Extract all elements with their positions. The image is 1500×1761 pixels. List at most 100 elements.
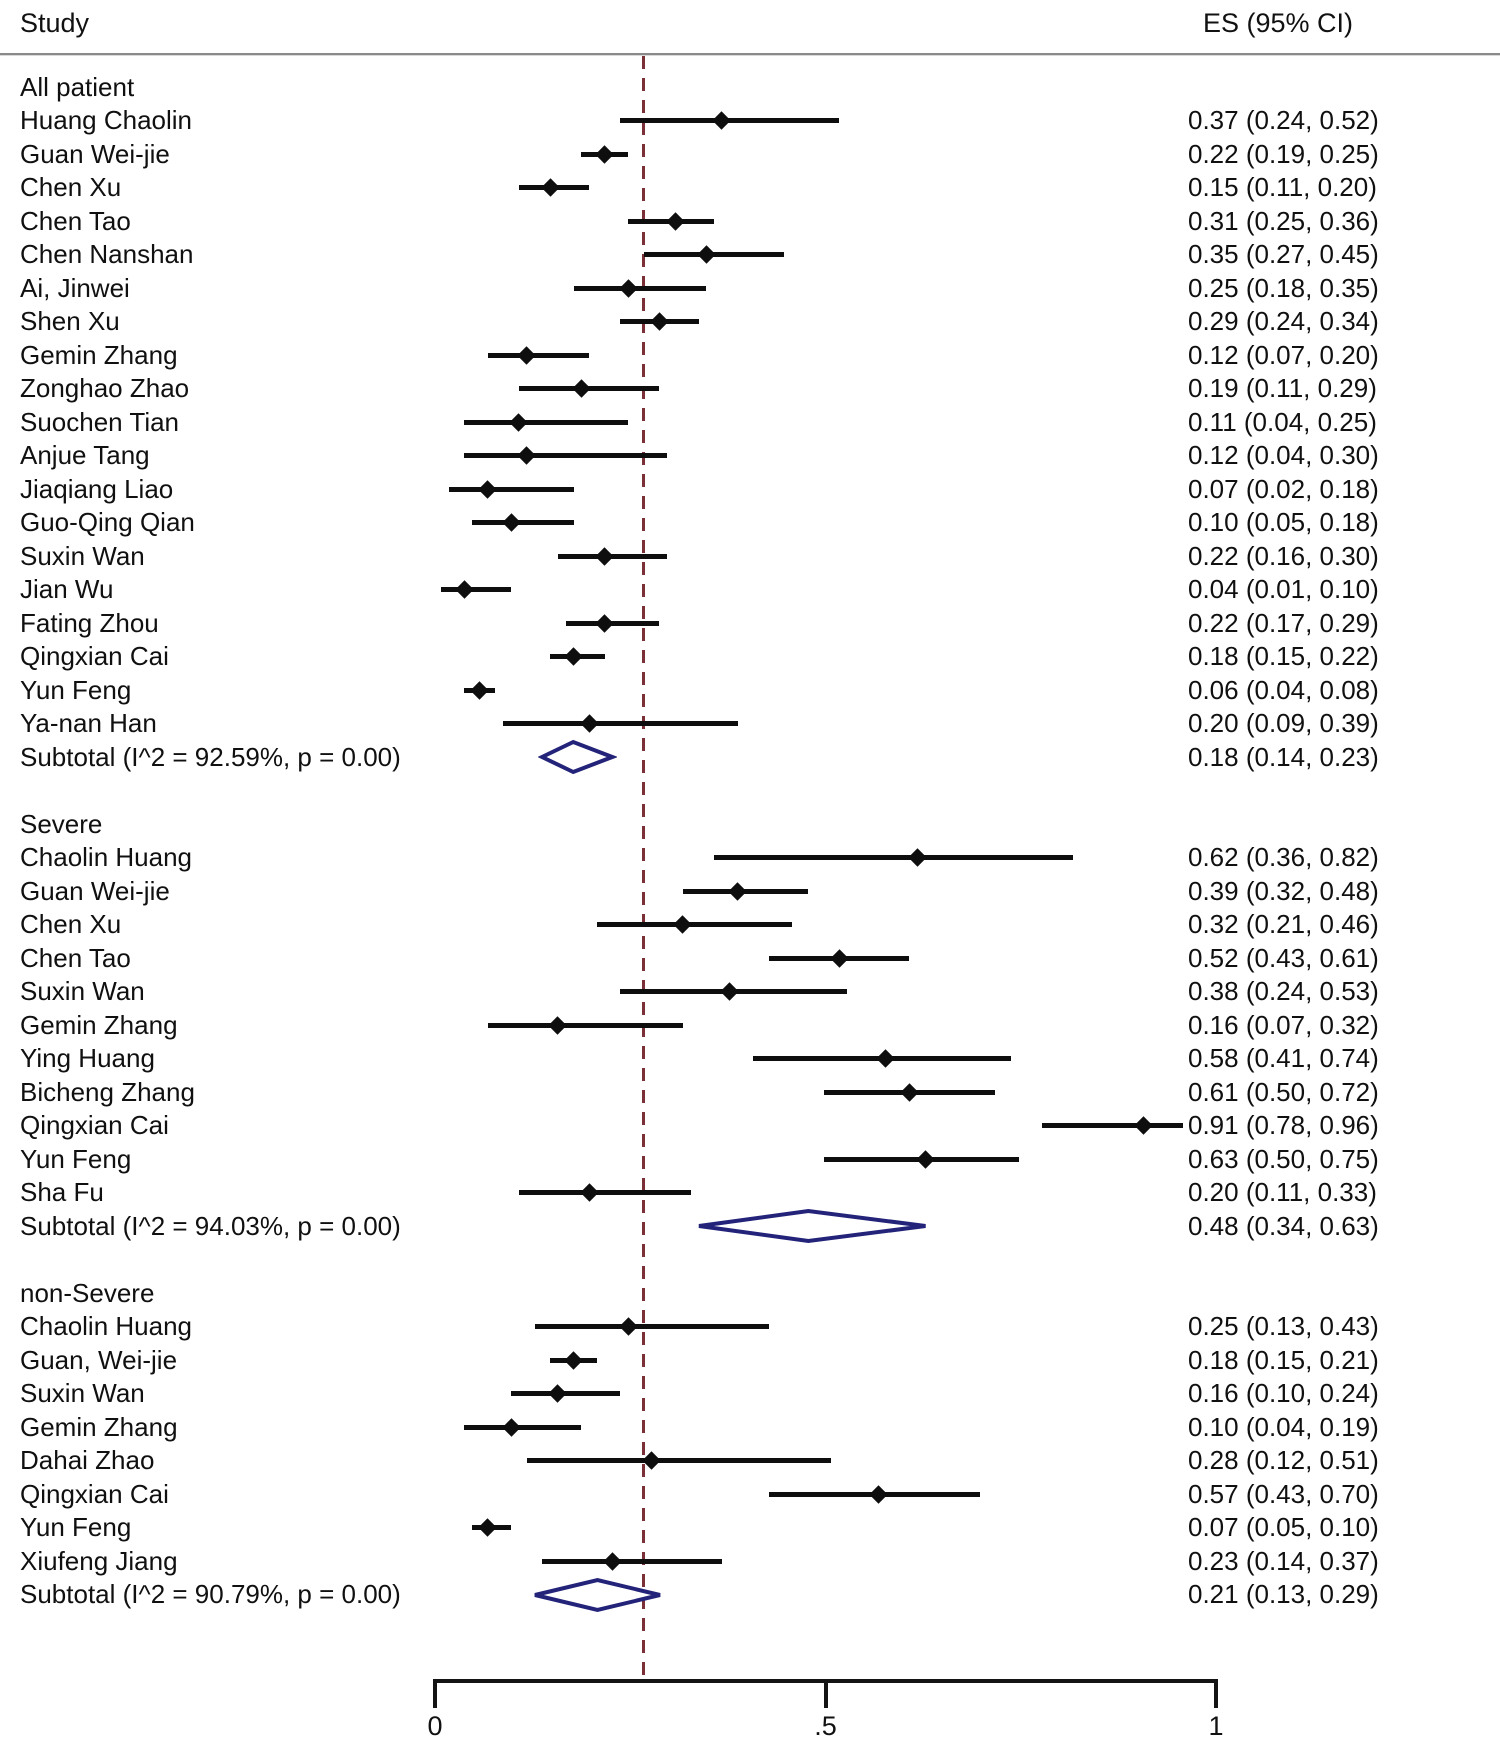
study-row: Guan, Wei-jie 0.18 (0.15, 0.21) [0,1343,1500,1377]
point-marker [1134,1116,1153,1135]
study-label: Guan Wei-jie [20,138,170,169]
es-value: 0.52 (0.43, 0.61) [1188,942,1379,973]
study-row: Anjue Tang 0.12 (0.04, 0.30) [0,439,1500,473]
point-marker [650,312,669,331]
study-row: Chen Tao 0.52 (0.43, 0.61) [0,941,1500,975]
es-value: 0.18 (0.15, 0.21) [1188,1344,1379,1375]
point-marker [697,245,716,264]
study-label: Gemin Zhang [20,1411,178,1442]
study-label: Qingxian Cai [20,1110,169,1140]
study-row: Xiufeng Jiang 0.23 (0.14, 0.37) [0,1544,1500,1578]
axis-tick [1214,1682,1218,1708]
point-marker [540,178,560,197]
es-value: 0.18 (0.14, 0.23) [1188,741,1379,772]
point-marker [517,345,536,365]
study-label: Xiufeng Jiang [20,1545,178,1576]
point-marker [579,1183,599,1202]
study-label: Huang Chaolin [20,105,193,135]
study-row: Ying Huang 0.58 (0.41, 0.74) [0,1042,1500,1076]
study-row: Guan Wei-jie 0.22 (0.19, 0.25) [0,137,1500,171]
subtotal-diamond [698,1208,926,1244]
es-value: 0.11 (0.04, 0.25) [1188,406,1377,437]
subtotal-label: Subtotal (I^2 = 94.03%, p = 0.00) [20,1210,401,1241]
study-row: Dahai Zhao 0.28 (0.12, 0.51) [0,1444,1500,1478]
reference-line [642,56,646,1679]
study-row: Chen Xu 0.32 (0.21, 0.46) [0,908,1500,942]
point-marker [455,580,474,599]
point-marker [908,848,927,867]
study-row: Yun Feng 0.63 (0.50, 0.75) [0,1142,1500,1176]
es-value: 0.16 (0.10, 0.24) [1188,1378,1379,1408]
subtotal-row: Subtotal (I^2 = 94.03%, p = 0.00) 0.48 (0… [0,1208,1500,1244]
es-value: 0.06 (0.04, 0.08) [1188,674,1379,705]
study-label: Guo-Qing Qian [20,507,195,537]
study-label: Jian Wu [20,574,114,604]
point-marker [720,982,739,1001]
point-marker [728,881,747,901]
point-marker [572,379,591,398]
es-value: 0.37 (0.24, 0.52) [1188,105,1379,135]
es-value: 0.48 (0.34, 0.63) [1188,1210,1379,1241]
point-marker [517,446,536,465]
column-header-study: Study [20,8,90,38]
es-value: 0.07 (0.02, 0.18) [1188,473,1379,504]
ci-line [464,419,629,425]
point-marker [829,948,849,968]
study-row: Gemin Zhang 0.10 (0.04, 0.19) [0,1410,1500,1444]
study-label: Suxin Wan [20,1378,145,1408]
study-label: Yun Feng [20,674,132,705]
ci-line [503,721,738,726]
study-label: Sha Fu [20,1177,104,1207]
point-marker [478,479,497,499]
es-value: 0.20 (0.11, 0.33) [1188,1177,1377,1207]
point-marker [564,1350,583,1370]
group-row: non-Severe [0,1276,1500,1310]
point-marker [478,1518,497,1537]
es-value: 0.04 (0.01, 0.10) [1188,574,1379,604]
point-marker [619,1317,638,1336]
study-label: Suochen Tian [20,406,180,437]
study-label: Guan, Wei-jie [20,1344,178,1375]
study-label: Guan Wei-jie [20,875,170,906]
point-marker [595,144,615,164]
study-label: Chaolin Huang [20,1311,193,1341]
point-marker [548,1015,568,1035]
study-label: Chen Nanshan [20,239,194,269]
es-value: 0.10 (0.05, 0.18) [1188,507,1379,537]
es-value: 0.38 (0.24, 0.53) [1188,976,1379,1006]
point-marker [619,278,638,298]
study-label: Chen Xu [20,909,122,939]
es-value: 0.15 (0.11, 0.20) [1188,172,1377,202]
study-row: Jian Wu 0.04 (0.01, 0.10) [0,573,1500,607]
study-row: Guan Wei-jie 0.39 (0.32, 0.48) [0,874,1500,908]
axis-tick-label: .5 [814,1711,837,1741]
point-marker [603,1551,622,1571]
es-value: 0.91 (0.78, 0.96) [1188,1110,1379,1140]
study-row: Qingxian Cai 0.57 (0.43, 0.70) [0,1477,1500,1511]
group-header: All patient [20,71,135,102]
point-marker [900,1082,919,1102]
study-row: Chaolin Huang 0.25 (0.13, 0.43) [0,1310,1500,1344]
study-row: Qingxian Cai 0.18 (0.15, 0.22) [0,640,1500,674]
es-value: 0.18 (0.15, 0.22) [1188,641,1379,671]
ci-line [448,486,574,492]
study-label: Yun Feng [20,1143,132,1174]
point-marker [673,915,693,934]
es-value: 0.58 (0.41, 0.74) [1188,1043,1379,1073]
study-label: Gemin Zhang [20,1009,178,1040]
es-value: 0.21 (0.13, 0.29) [1188,1579,1379,1609]
ci-line [487,1022,683,1028]
es-value: 0.57 (0.43, 0.70) [1188,1478,1379,1509]
es-value: 0.22 (0.17, 0.29) [1188,607,1379,638]
study-row: Chen Xu 0.15 (0.11, 0.20) [0,171,1500,205]
ci-line [1042,1123,1183,1128]
es-value: 0.31 (0.25, 0.36) [1188,205,1379,236]
study-label: Ya-nan Han [20,708,157,738]
subtotal-label: Subtotal (I^2 = 92.59%, p = 0.00) [20,741,401,772]
study-label: Zonghao Zhao [20,373,190,403]
study-row: Chen Tao 0.31 (0.25, 0.36) [0,204,1500,238]
study-label: Shen Xu [20,306,120,336]
es-value: 0.62 (0.36, 0.82) [1188,842,1379,872]
ci-line [464,453,668,458]
